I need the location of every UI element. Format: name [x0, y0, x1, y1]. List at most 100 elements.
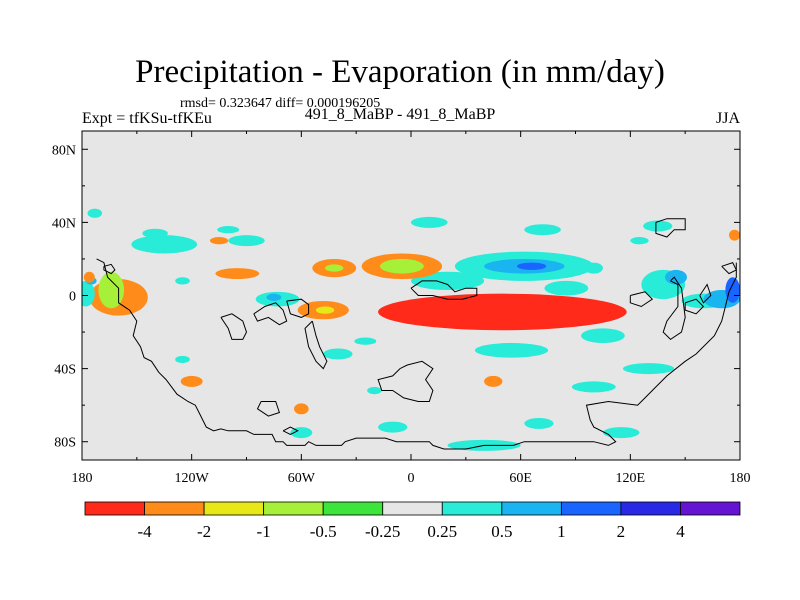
colorbar-swatch-9	[620, 501, 681, 516]
experiment-label: Expt = tfKSu-tfKEu	[82, 110, 212, 127]
x-tick-label-5: 120E	[616, 471, 646, 486]
coastline-7	[377, 360, 434, 402]
colorbar-swatch-7	[501, 501, 562, 516]
colorbar-label-6: 0.5	[491, 522, 512, 541]
season-label: JJA	[715, 110, 740, 127]
contour-region-46	[323, 348, 353, 360]
x-tick-label-1: 120W	[175, 471, 210, 486]
contour-region-4	[378, 293, 627, 331]
contour-region-38	[524, 224, 561, 236]
contour-region-50	[180, 375, 203, 387]
x-tick-label-3: 0	[408, 471, 415, 486]
contour-region-53	[602, 427, 640, 439]
contour-region-8	[411, 271, 485, 291]
colorbar-swatch-0	[84, 501, 145, 516]
contour-region-47	[354, 337, 377, 345]
coastline-12	[629, 291, 654, 308]
coastline-0	[96, 258, 737, 450]
y-tick-label-2: 0	[69, 290, 76, 305]
contour-region-27	[544, 280, 589, 296]
contour-region-21	[98, 271, 125, 309]
coastline-8	[662, 276, 686, 341]
contour-region-57	[83, 271, 95, 283]
contour-region-10	[379, 258, 424, 274]
contour-region-42	[623, 363, 675, 375]
y-tick-label-3: 40S	[54, 363, 76, 378]
coastline-14	[256, 401, 281, 417]
colorbar-label-3: -0.5	[310, 522, 337, 541]
y-tick-label-1: 40N	[52, 216, 76, 231]
contour-region-55	[378, 421, 408, 433]
coastline-10	[699, 283, 712, 304]
contour-region-34	[630, 237, 649, 245]
coastline-11	[655, 218, 686, 238]
colorbar-swatch-4	[322, 501, 384, 516]
y-tick-label-0: 80N	[52, 143, 76, 158]
stats-text: rmsd= 0.323647 diff= 0.000196205	[180, 96, 381, 111]
contour-region-56	[367, 386, 382, 395]
colorbar-label-0: -4	[137, 522, 152, 541]
coastline-3	[253, 302, 288, 326]
contour-region-44	[484, 375, 503, 387]
coastline-13	[721, 261, 737, 275]
x-tick-label-2: 60W	[288, 471, 316, 486]
contour-region-7	[517, 262, 547, 270]
contour-region-51	[175, 355, 190, 364]
contour-region-19	[228, 235, 265, 247]
contour-region-25	[175, 277, 190, 285]
contour-region-32	[725, 277, 740, 303]
contour-region-37	[411, 216, 448, 228]
colorbar-swatch-2	[203, 501, 265, 516]
contour-region-14	[315, 306, 335, 314]
case-label: 491_8_MaBP - 491_8_MaBP	[304, 106, 496, 123]
contour-fill-layer	[82, 208, 740, 451]
contour-region-24	[87, 208, 103, 218]
contour-region-39	[142, 228, 168, 238]
chart-title: Precipitation - Evaporation (in mm/day)	[135, 54, 665, 90]
contour-region-43	[474, 343, 549, 358]
contour-region-40	[217, 226, 240, 234]
contour-region-16	[266, 293, 282, 301]
contour-region-41	[580, 328, 625, 344]
axis-ticks: 180 120W 60W 0 60E 120E 180 80N 40N 0 40S 80S	[52, 131, 751, 486]
coastline-2	[220, 313, 248, 340]
colorbar-label-1: -2	[197, 522, 211, 541]
contour-region-45	[571, 381, 616, 393]
colorbar-label-5: 0.25	[427, 522, 457, 541]
coastline-4	[286, 298, 310, 318]
colorbar-label-2: -1	[257, 522, 271, 541]
colorbar: -4 -2 -1 -0.5 -0.25 0.25 0.5 1 2 4	[84, 501, 741, 541]
colorbar-swatch-6	[441, 501, 503, 516]
contour-region-36	[584, 262, 603, 274]
colorbar-swatch-3	[263, 501, 324, 516]
colorbar-swatch-1	[144, 501, 205, 516]
colorbar-swatch-5	[382, 501, 443, 516]
coastline-9	[684, 298, 705, 315]
contour-region-33	[643, 220, 673, 232]
contour-region-22	[82, 280, 95, 307]
contour-region-26	[209, 237, 229, 245]
x-tick-label-4: 60E	[509, 471, 532, 486]
colorbar-label-4: -0.25	[365, 522, 400, 541]
contour-region-18	[131, 235, 198, 254]
contour-region-29	[665, 269, 687, 285]
contour-region-35	[729, 229, 740, 241]
colorbar-label-8: 2	[617, 522, 626, 541]
contour-region-12	[325, 264, 344, 272]
coastline-5	[304, 320, 328, 370]
x-tick-label-0: 180	[72, 471, 93, 486]
colorbar-label-7: 1	[557, 522, 566, 541]
contour-region-17	[215, 268, 260, 280]
colorbar-label-9: 4	[676, 522, 685, 541]
colorbar-swatch-10	[680, 501, 741, 516]
x-tick-label-6: 180	[730, 471, 751, 486]
coastline-15	[282, 426, 299, 435]
y-tick-label-4: 80S	[54, 436, 76, 451]
colorbar-swatch-8	[560, 501, 622, 516]
contour-region-48	[294, 403, 309, 415]
coastline-1	[103, 263, 116, 275]
coastline-6	[410, 280, 478, 300]
contour-region-54	[524, 417, 554, 429]
coastline-layer	[96, 218, 737, 450]
map-background	[82, 131, 740, 460]
